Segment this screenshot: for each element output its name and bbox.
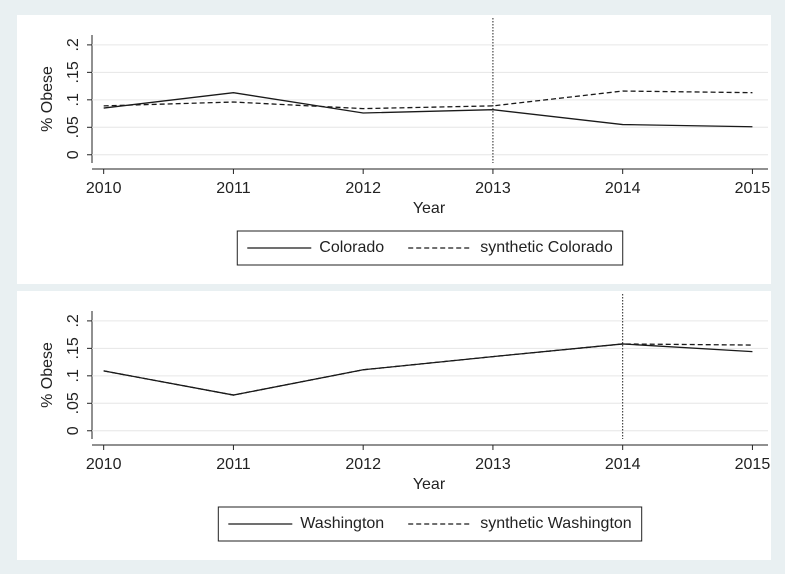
- panel: 0 .05 .1 .15 .2 % Obese 2010 2011 2012 2013 2014 20…: [17, 15, 771, 284]
- y-tick-label: .05: [65, 116, 82, 138]
- legend-label: synthetic Washington: [480, 515, 631, 532]
- x-tick-label: 2010: [86, 180, 122, 197]
- x-axis-title: Year: [413, 200, 446, 217]
- panel: 0 .05 .1 .15 .2 % Obese 2010 2011 2012 2013 2014 20…: [17, 291, 771, 560]
- y-tick-label: 0: [65, 426, 82, 435]
- x-tick-label: 2011: [216, 456, 251, 473]
- x-tick-label: 2013: [475, 180, 511, 197]
- y-tick-label: .2: [65, 314, 82, 327]
- y-tick-label: .1: [65, 369, 82, 382]
- legend-label: Washington: [300, 515, 384, 532]
- legend-label: Colorado: [319, 239, 384, 256]
- x-tick-label: 2014: [605, 180, 641, 197]
- legend: Washington synthetic Washington: [217, 506, 643, 542]
- y-tick-label: .15: [65, 61, 82, 83]
- x-tick-label: 2013: [475, 456, 511, 473]
- x-axis-title: Year: [413, 476, 446, 493]
- y-axis-title: % Obese: [39, 342, 56, 408]
- y-tick-label: .05: [65, 392, 82, 414]
- line-series: [103, 90, 753, 110]
- x-tick-label: 2011: [216, 180, 251, 197]
- x-tick-label: 2015: [735, 180, 771, 197]
- line-series: [103, 343, 753, 396]
- x-tick-label: 2012: [345, 456, 381, 473]
- x-tick-label: 2012: [345, 180, 381, 197]
- x-tick-label: 2015: [735, 456, 771, 473]
- x-tick-label: 2010: [86, 456, 122, 473]
- legend: Colorado synthetic Colorado: [236, 230, 624, 266]
- line-series: [103, 92, 753, 128]
- x-tick-label: 2014: [605, 456, 641, 473]
- y-tick-label: .15: [65, 337, 82, 359]
- y-tick-label: .1: [65, 93, 82, 106]
- y-tick-label: 0: [65, 150, 82, 159]
- y-axis-title: % Obese: [39, 66, 56, 132]
- y-tick-label: .2: [65, 38, 82, 51]
- legend-label: synthetic Colorado: [480, 239, 613, 256]
